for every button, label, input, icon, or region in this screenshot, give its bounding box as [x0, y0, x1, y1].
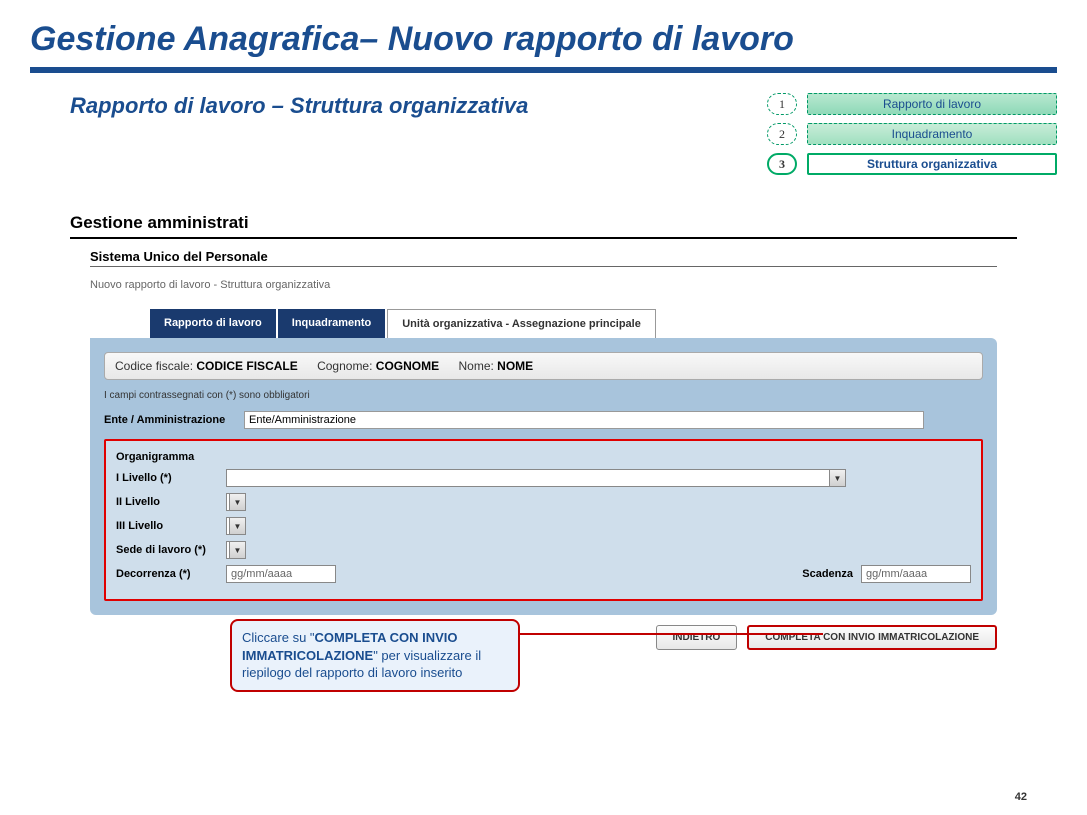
step-2-label: Inquadramento	[807, 123, 1057, 145]
livello2-label: II Livello	[116, 496, 226, 508]
livello3-row: III Livello ▼	[116, 517, 971, 535]
step-indicator: 1 Rapporto di lavoro 2 Inquadramento 3 S…	[767, 93, 1057, 183]
decorrenza-row: Decorrenza (*) gg/mm/aaaa Scadenza gg/mm…	[116, 565, 971, 583]
instruction-callout: Cliccare su "COMPLETA CON INVIO IMMATRIC…	[230, 619, 520, 692]
ente-label: Ente / Amministrazione	[104, 414, 244, 426]
cognome-label: Cognome:	[317, 359, 372, 373]
livello2-row: II Livello ▼	[116, 493, 971, 511]
livello1-select[interactable]: ▼	[226, 469, 846, 487]
person-info-bar: Codice fiscale: CODICE FISCALE Cognome: …	[104, 352, 983, 380]
step-3: 3 Struttura organizzativa	[767, 153, 1057, 175]
system-name: Sistema Unico del Personale	[90, 249, 997, 264]
complete-button[interactable]: COMPLETA CON INVIO IMMATRICOLAZIONE	[747, 625, 997, 650]
nome-label: Nome:	[458, 359, 493, 373]
step-2-number: 2	[767, 123, 797, 145]
page-number: 42	[1015, 791, 1027, 803]
chevron-down-icon: ▼	[229, 494, 245, 510]
step-2: 2 Inquadramento	[767, 123, 1057, 145]
chevron-down-icon: ▼	[229, 542, 245, 558]
cf-label: Codice fiscale:	[115, 359, 193, 373]
system-divider	[90, 266, 997, 267]
callout-text-pre: Cliccare su "	[242, 630, 315, 645]
step-1: 1 Rapporto di lavoro	[767, 93, 1057, 115]
title-divider	[30, 67, 1057, 73]
tab-bar: Rapporto di lavoro Inquadramento Unità o…	[150, 309, 1057, 338]
ente-input[interactable]	[244, 411, 924, 429]
scadenza-input[interactable]: gg/mm/aaaa	[861, 565, 971, 583]
tab-inquadramento[interactable]: Inquadramento	[278, 309, 385, 338]
livello1-label: I Livello (*)	[116, 472, 226, 484]
callout-connector	[518, 633, 823, 635]
chevron-down-icon: ▼	[829, 470, 845, 486]
organigramma-title: Organigramma	[116, 451, 971, 463]
tab-unita-org[interactable]: Unità organizzativa - Assegnazione princ…	[387, 309, 656, 338]
decorrenza-label: Decorrenza (*)	[116, 568, 226, 580]
back-button[interactable]: INDIETRO	[656, 625, 738, 650]
button-row: Cliccare su " COMPLETA CON INVIO IMMATRIC…	[90, 625, 997, 650]
livello3-label: III Livello	[116, 520, 226, 532]
livello2-select[interactable]: ▼	[226, 493, 246, 511]
organigramma-highlight: Organigramma I Livello (*) ▼ II Livello …	[104, 439, 983, 601]
livello1-row: I Livello (*) ▼	[116, 469, 971, 487]
livello3-select[interactable]: ▼	[226, 517, 246, 535]
required-note: I campi contrassegnati con (*) sono obbl…	[104, 390, 983, 401]
ente-row: Ente / Amministrazione	[104, 411, 983, 429]
sede-row: Sede di lavoro (*) ▼	[116, 541, 971, 559]
sub-title: Rapporto di lavoro – Struttura organizza…	[70, 93, 767, 119]
decorrenza-input[interactable]: gg/mm/aaaa	[226, 565, 336, 583]
form-panel: Codice fiscale: CODICE FISCALE Cognome: …	[90, 338, 997, 615]
step-1-number: 1	[767, 93, 797, 115]
cf-value: CODICE FISCALE	[196, 359, 297, 373]
breadcrumb: Nuovo rapporto di lavoro - Struttura org…	[90, 279, 997, 291]
nome-value: NOME	[497, 359, 533, 373]
cognome-value: COGNOME	[376, 359, 439, 373]
step-3-label: Struttura organizzativa	[807, 153, 1057, 175]
page-title: Gestione Anagrafica– Nuovo rapporto di l…	[30, 20, 1057, 59]
section-divider	[70, 237, 1017, 239]
step-1-label: Rapporto di lavoro	[807, 93, 1057, 115]
step-3-number: 3	[767, 153, 797, 175]
section-title: Gestione amministrati	[70, 213, 1057, 233]
sede-label: Sede di lavoro (*)	[116, 544, 226, 556]
sede-select[interactable]: ▼	[226, 541, 246, 559]
scadenza-label: Scadenza	[802, 568, 853, 580]
tab-rapporto[interactable]: Rapporto di lavoro	[150, 309, 276, 338]
chevron-down-icon: ▼	[229, 518, 245, 534]
